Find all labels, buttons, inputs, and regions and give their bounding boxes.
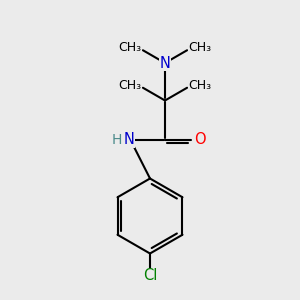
Text: Cl: Cl bbox=[143, 268, 157, 284]
Text: H: H bbox=[112, 133, 122, 146]
Text: N: N bbox=[123, 132, 134, 147]
Text: O: O bbox=[194, 132, 206, 147]
Text: CH₃: CH₃ bbox=[118, 41, 141, 54]
Text: N: N bbox=[160, 56, 170, 70]
Text: CH₃: CH₃ bbox=[118, 79, 141, 92]
Text: CH₃: CH₃ bbox=[189, 79, 212, 92]
Text: CH₃: CH₃ bbox=[189, 41, 212, 54]
